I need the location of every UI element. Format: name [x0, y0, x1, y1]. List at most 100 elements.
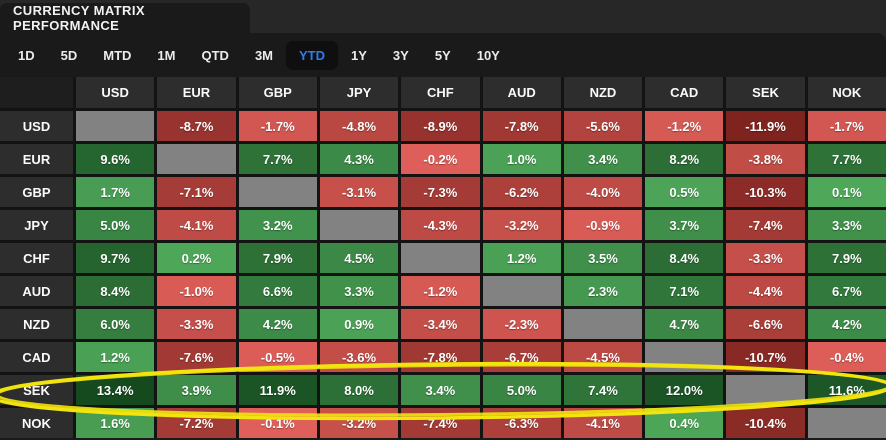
cell-usd-sek: -11.9%	[726, 111, 805, 141]
cell-chf-chf	[401, 243, 480, 273]
cell-nok-eur: -7.2%	[157, 408, 236, 438]
cell-usd-gbp: -1.7%	[238, 111, 317, 141]
period-tab-1y[interactable]: 1Y	[351, 47, 367, 63]
row-label-cad: CAD	[0, 342, 73, 372]
cell-nok-chf: -7.4%	[401, 408, 480, 438]
cell-jpy-nzd: -0.9%	[563, 210, 643, 240]
cell-usd-jpy: -4.8%	[319, 111, 399, 141]
period-tab-qtd[interactable]: QTD	[201, 47, 229, 63]
matrix-corner	[0, 77, 73, 108]
cell-chf-aud: 1.2%	[482, 243, 561, 273]
cell-eur-chf: -0.2%	[401, 144, 480, 174]
period-tab-3y[interactable]: 3Y	[392, 47, 409, 63]
cell-gbp-sek: -10.3%	[726, 177, 805, 207]
cell-usd-usd	[76, 111, 155, 141]
period-tab-10y[interactable]: 10Y	[476, 47, 500, 63]
cell-sek-eur: 3.9%	[157, 375, 236, 405]
col-header-jpy: JPY	[319, 77, 399, 108]
cell-gbp-nok: 0.1%	[807, 177, 886, 207]
cell-jpy-nok: 3.3%	[807, 210, 886, 240]
cell-aud-nzd: 2.3%	[563, 276, 643, 306]
col-header-cad: CAD	[645, 77, 724, 108]
cell-nok-nok	[807, 408, 886, 438]
cell-jpy-cad: 3.7%	[645, 210, 724, 240]
widget-tab-bar: CURRENCY MATRIX PERFORMANCE	[0, 0, 886, 33]
cell-sek-nzd: 7.4%	[563, 375, 643, 405]
cell-cad-jpy: -3.6%	[319, 342, 399, 372]
cell-nok-usd: 1.6%	[76, 408, 155, 438]
cell-gbp-eur: -7.1%	[157, 177, 236, 207]
cell-nzd-usd: 6.0%	[76, 309, 155, 339]
col-header-nok: NOK	[807, 77, 886, 108]
cell-eur-eur	[157, 144, 236, 174]
period-tab-5y[interactable]: 5Y	[434, 47, 451, 63]
cell-gbp-jpy: -3.1%	[319, 177, 399, 207]
col-header-chf: CHF	[401, 77, 480, 108]
cell-chf-usd: 9.7%	[76, 243, 155, 273]
col-header-sek: SEK	[726, 77, 805, 108]
cell-usd-aud: -7.8%	[482, 111, 561, 141]
cell-eur-cad: 8.2%	[645, 144, 724, 174]
widget-title: CURRENCY MATRIX PERFORMANCE	[13, 3, 145, 33]
cell-chf-nzd: 3.5%	[563, 243, 643, 273]
cell-nzd-aud: -2.3%	[482, 309, 561, 339]
row-label-gbp: GBP	[0, 177, 73, 207]
cell-sek-usd: 13.4%	[76, 375, 155, 405]
cell-aud-aud	[482, 276, 561, 306]
period-tab-5d[interactable]: 5D	[60, 47, 78, 63]
cell-gbp-usd: 1.7%	[76, 177, 155, 207]
tab-currency-matrix-performance[interactable]: CURRENCY MATRIX PERFORMANCE	[0, 3, 250, 33]
cell-gbp-chf: -7.3%	[401, 177, 480, 207]
period-tab-mtd[interactable]: MTD	[103, 47, 132, 63]
cell-aud-nok: 6.7%	[807, 276, 886, 306]
cell-cad-aud: -6.7%	[482, 342, 561, 372]
cell-nok-jpy: -3.2%	[319, 408, 399, 438]
cell-jpy-eur: -4.1%	[157, 210, 236, 240]
col-header-eur: EUR	[157, 77, 236, 108]
cell-cad-nzd: -4.5%	[563, 342, 643, 372]
period-tab-1m[interactable]: 1M	[157, 47, 176, 63]
cell-chf-sek: -3.3%	[726, 243, 805, 273]
cell-nok-gbp: -0.1%	[238, 408, 317, 438]
cell-sek-sek	[726, 375, 805, 405]
cell-jpy-gbp: 3.2%	[238, 210, 317, 240]
cell-cad-sek: -10.7%	[726, 342, 805, 372]
cell-aud-usd: 8.4%	[76, 276, 155, 306]
cell-sek-nok: 11.6%	[807, 375, 886, 405]
cell-chf-jpy: 4.5%	[319, 243, 399, 273]
cell-gbp-aud: -6.2%	[482, 177, 561, 207]
cell-chf-eur: 0.2%	[157, 243, 236, 273]
cell-jpy-jpy	[319, 210, 399, 240]
period-selector: 1D 5D MTD 1M QTD 3M YTD 1Y 3Y 5Y 10Y	[0, 33, 886, 77]
cell-nzd-nok: 4.2%	[807, 309, 886, 339]
col-header-usd: USD	[76, 77, 155, 108]
row-label-jpy: JPY	[0, 210, 73, 240]
cell-sek-aud: 5.0%	[482, 375, 561, 405]
period-tab-ytd[interactable]: YTD	[286, 40, 338, 70]
cell-sek-gbp: 11.9%	[238, 375, 317, 405]
cell-eur-nok: 7.7%	[807, 144, 886, 174]
cell-sek-cad: 12.0%	[645, 375, 724, 405]
cell-nzd-chf: -3.4%	[401, 309, 480, 339]
cell-usd-nok: -1.7%	[807, 111, 886, 141]
cell-aud-eur: -1.0%	[157, 276, 236, 306]
cell-nzd-jpy: 0.9%	[319, 309, 399, 339]
cell-cad-gbp: -0.5%	[238, 342, 317, 372]
cell-aud-gbp: 6.6%	[238, 276, 317, 306]
widget-panel: 1D 5D MTD 1M QTD 3M YTD 1Y 3Y 5Y 10Y USD EUR GBP JPY C…	[0, 33, 886, 440]
cell-eur-usd: 9.6%	[76, 144, 155, 174]
period-tab-3m[interactable]: 3M	[254, 47, 273, 63]
col-header-nzd: NZD	[563, 77, 643, 108]
cell-nzd-cad: 4.7%	[645, 309, 724, 339]
row-label-nok: NOK	[0, 408, 73, 438]
cell-nzd-nzd	[563, 309, 643, 339]
cell-cad-cad	[645, 342, 724, 372]
cell-usd-eur: -8.7%	[157, 111, 236, 141]
col-header-gbp: GBP	[238, 77, 317, 108]
period-tab-1d[interactable]: 1D	[18, 47, 35, 63]
cell-usd-cad: -1.2%	[645, 111, 724, 141]
cell-eur-aud: 1.0%	[482, 144, 561, 174]
cell-nok-aud: -6.3%	[482, 408, 561, 438]
cell-gbp-cad: 0.5%	[645, 177, 724, 207]
cell-aud-sek: -4.4%	[726, 276, 805, 306]
